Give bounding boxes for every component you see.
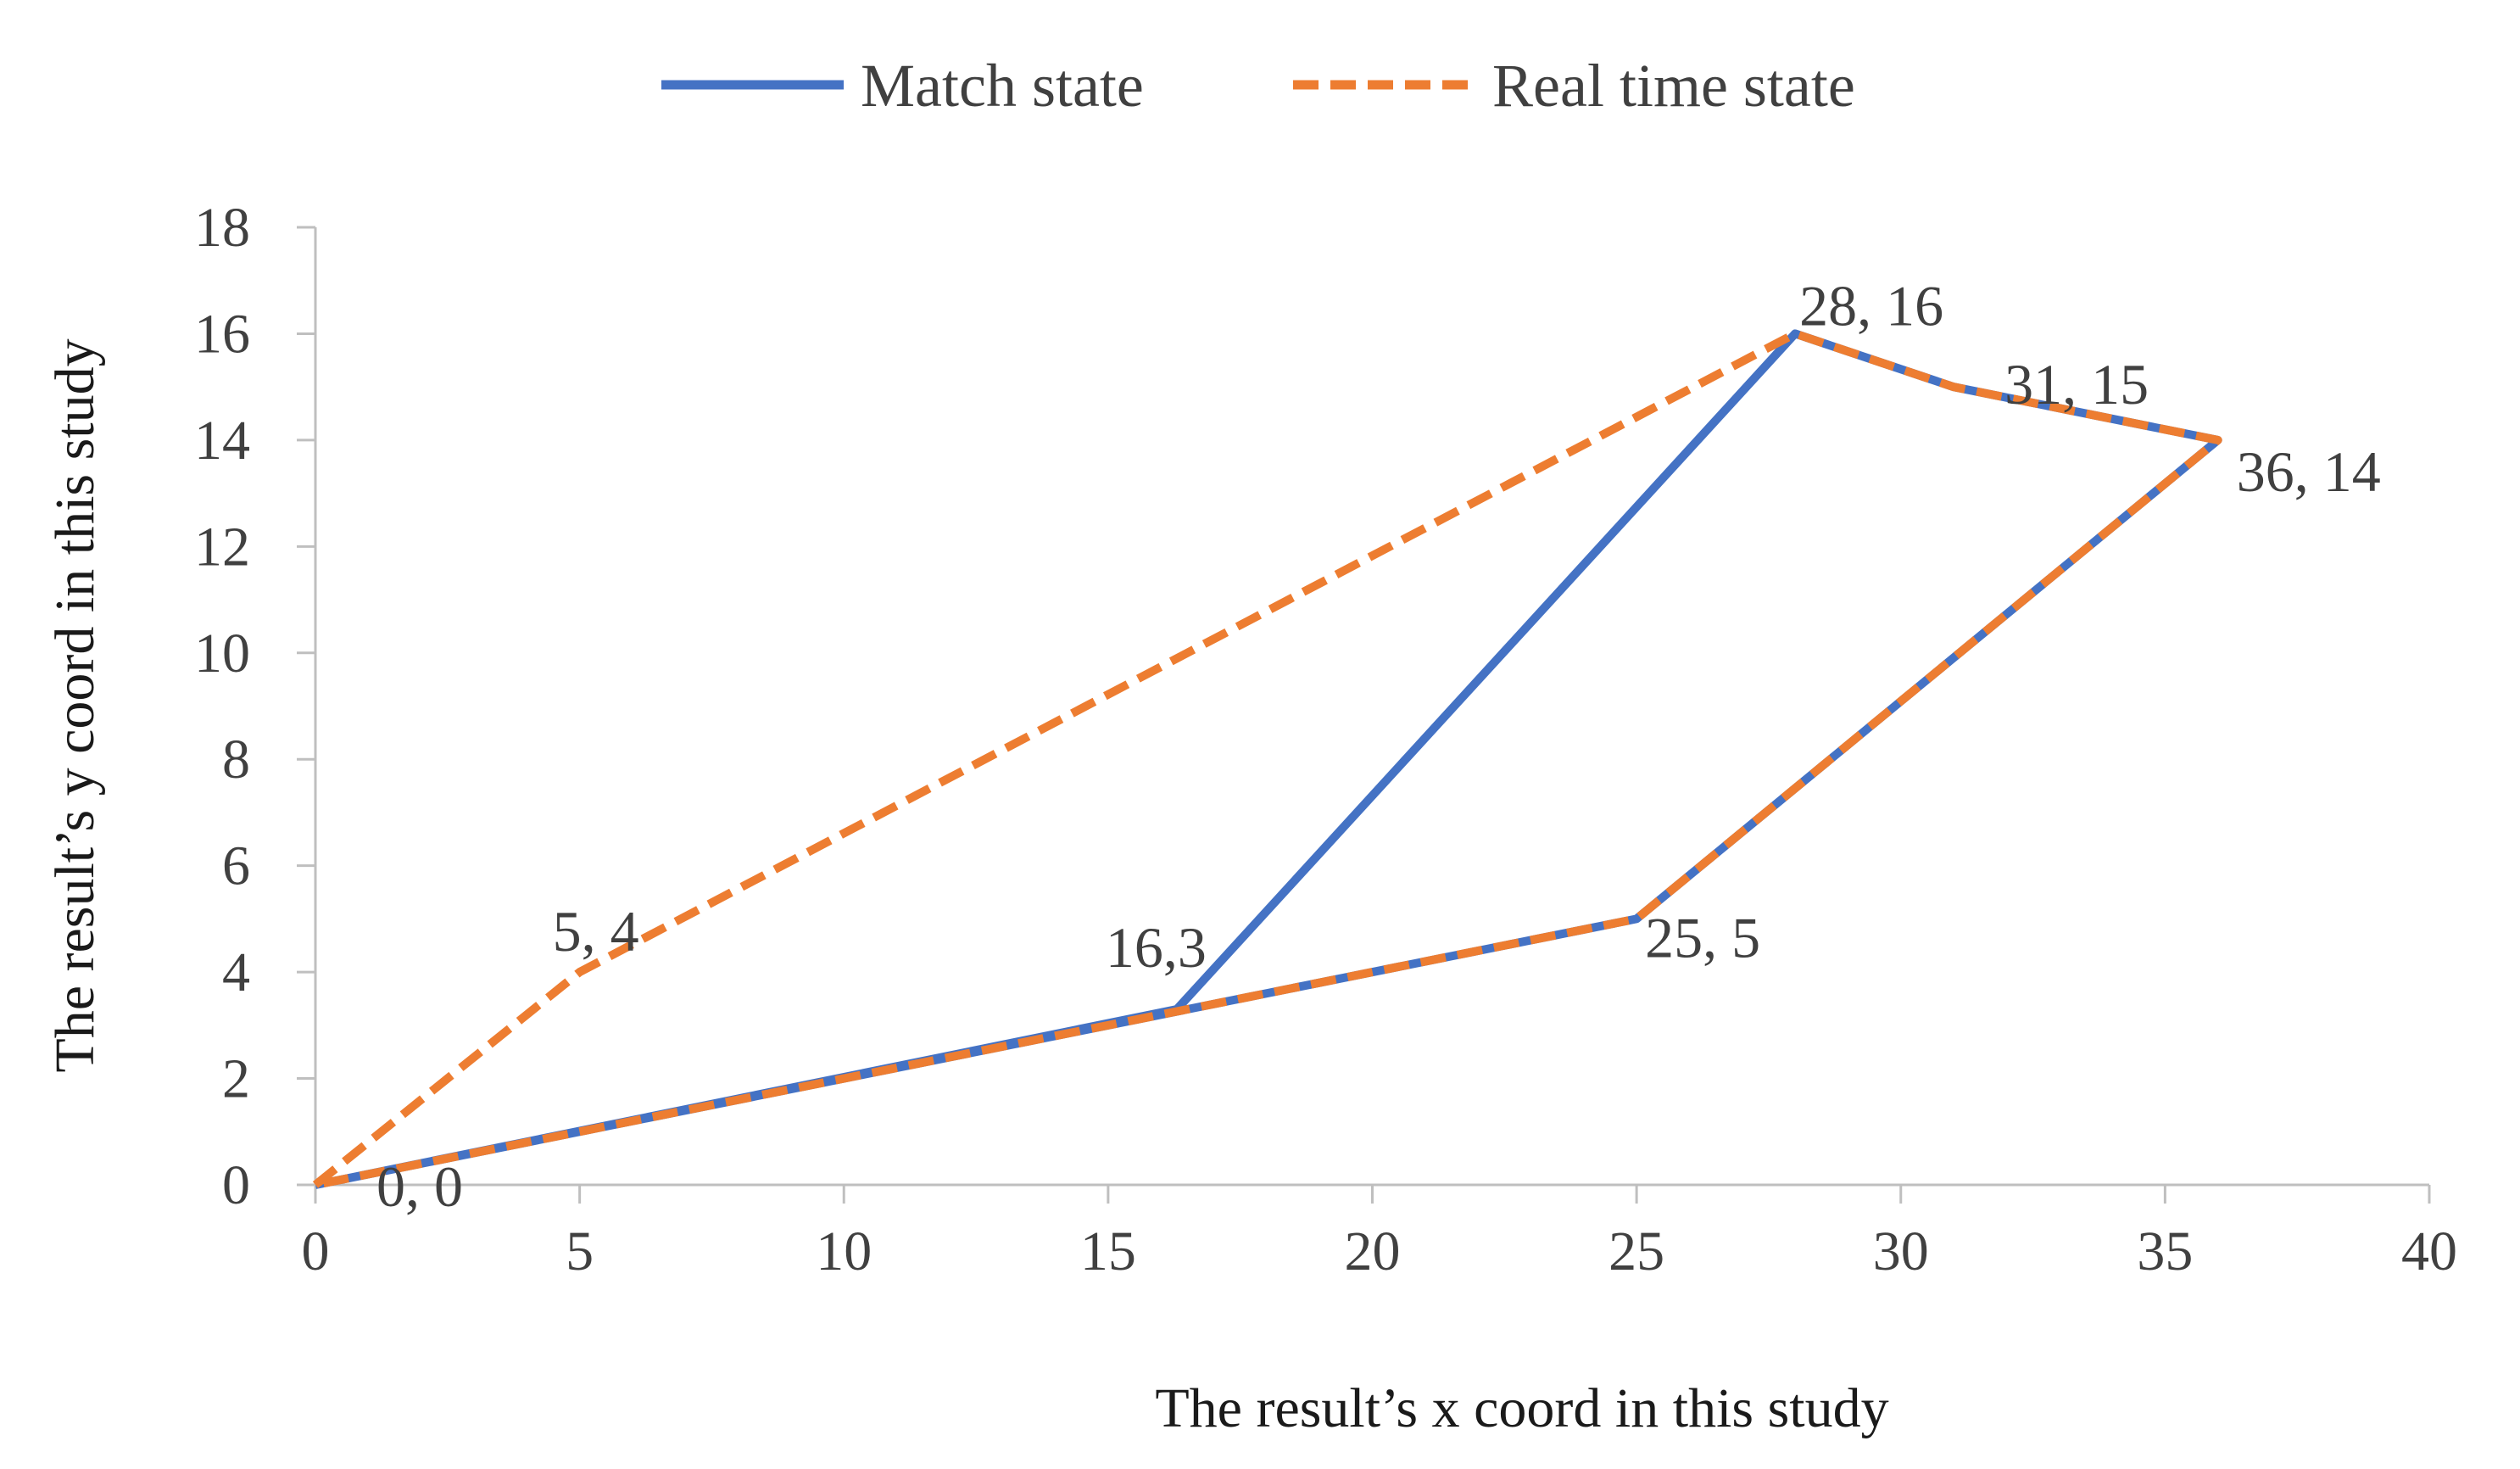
series-line-match-state <box>315 329 2222 1189</box>
data-label-5-4: 5, 4 <box>553 899 639 964</box>
x-tick-label: 40 <box>2401 1220 2457 1282</box>
series-line-real-time-state <box>312 329 2222 1189</box>
x-tick-label: 10 <box>816 1220 872 1282</box>
data-label-25-5: 25, 5 <box>1645 905 1760 969</box>
y-tick-label: 2 <box>222 1048 250 1110</box>
y-tick-label: 6 <box>222 835 250 897</box>
y-tick-label: 10 <box>194 623 250 684</box>
y-tick-label: 16 <box>194 303 250 365</box>
x-tick-label: 30 <box>1873 1220 1929 1282</box>
y-tick-label: 0 <box>222 1154 250 1216</box>
annotation-layer: 0, 0 5, 4 16,3 25, 5 28, 16 31, 15 36, 14 <box>376 273 2381 1219</box>
legend: Match state Real time state <box>661 52 1855 120</box>
y-tick-label: 18 <box>194 197 250 259</box>
y-tick-label: 4 <box>222 941 250 1003</box>
y-tick-label: 8 <box>222 729 250 790</box>
data-label-16-3: 16,3 <box>1106 915 1207 980</box>
x-tick-label: 35 <box>2137 1220 2193 1282</box>
x-axis-title: The result’s x coord in this study <box>1155 1377 1888 1439</box>
legend-label-match-state: Match state <box>861 52 1144 120</box>
y-axis-title: The result’s y coord in this study <box>44 338 106 1072</box>
data-label-31-15: 31, 15 <box>2004 352 2149 416</box>
legend-label-real-time-state: Real time state <box>1492 52 1855 120</box>
data-label-36-14: 36, 14 <box>2237 439 2381 504</box>
x-tick-label: 15 <box>1080 1220 1136 1282</box>
x-tick-label: 0 <box>302 1220 330 1282</box>
x-tick-label: 25 <box>1608 1220 1664 1282</box>
data-label-0-0: 0, 0 <box>376 1154 463 1219</box>
x-tick-label: 5 <box>566 1220 594 1282</box>
y-tick-label: 12 <box>194 516 250 578</box>
x-tick-label: 20 <box>1345 1220 1401 1282</box>
axes: 0 2 4 6 8 10 12 14 16 18 0 5 10 15 20 25 30 35 40 <box>194 197 2457 1282</box>
series-layer <box>312 329 2222 1189</box>
y-tick-label: 14 <box>194 410 250 472</box>
data-label-28-16: 28, 16 <box>1799 273 1943 338</box>
